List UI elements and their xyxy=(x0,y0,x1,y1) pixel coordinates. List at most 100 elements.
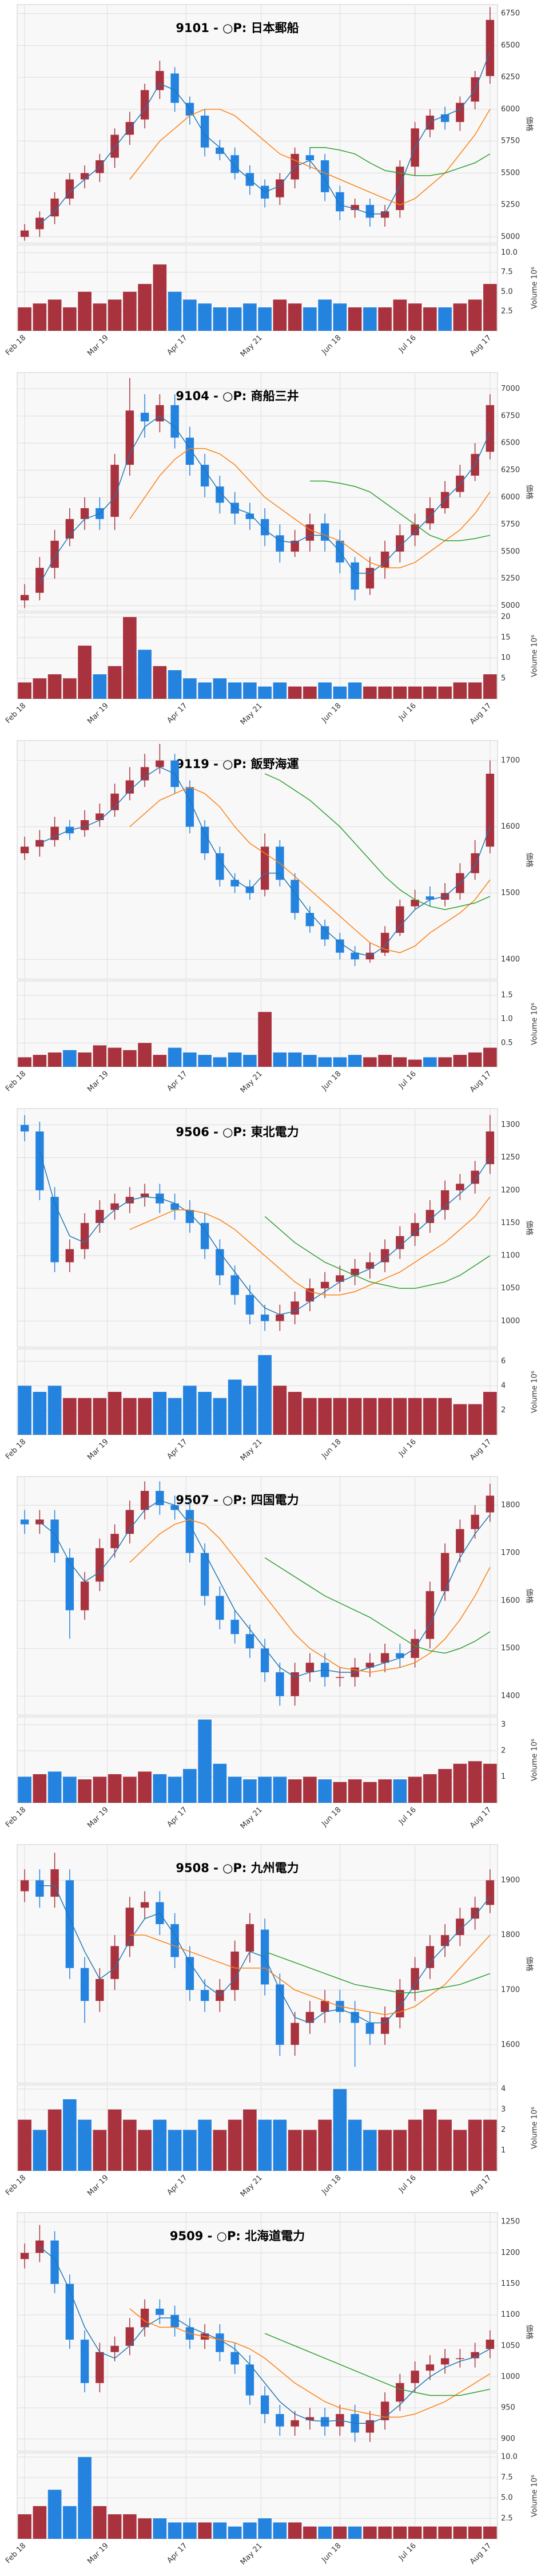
candle-body xyxy=(425,1210,435,1223)
volume-tick-label: 15 xyxy=(501,633,511,642)
volume-bar xyxy=(408,1059,422,1067)
volume-bar xyxy=(318,299,332,331)
chart-title: 9506 - ○P: 東北電力 xyxy=(176,1125,299,1139)
volume-bar xyxy=(228,1052,242,1067)
volume-bar xyxy=(273,2522,287,2539)
volume-bar xyxy=(123,2514,137,2539)
price-plot-area xyxy=(17,740,498,980)
y-tick-label: 1800 xyxy=(501,1931,520,1940)
y-tick-label: 1800 xyxy=(501,1501,520,1510)
volume-tick-label: 7.5 xyxy=(501,268,513,276)
moving-average-line xyxy=(39,1885,491,2024)
x-tick-label: Mar 19 xyxy=(86,2542,110,2566)
y-axis-label: 価格 xyxy=(525,2324,534,2339)
volume-bar xyxy=(363,1782,377,1803)
moving-average-line xyxy=(129,2308,491,2418)
volume-bar xyxy=(378,2526,392,2539)
price-plot-area xyxy=(17,4,498,244)
candle-body xyxy=(456,1184,464,1190)
volume-bar xyxy=(228,682,242,699)
x-tick-label: Feb 18 xyxy=(4,1806,28,1830)
candle-body xyxy=(170,73,179,103)
x-tick-label: May 21 xyxy=(239,2542,264,2567)
volume-bar xyxy=(47,299,62,331)
y-tick-label: 6750 xyxy=(501,411,520,420)
candle-body xyxy=(230,1275,239,1295)
volume-tick-label: 4 xyxy=(501,1382,506,1390)
volume-bar xyxy=(138,284,152,331)
volume-bar xyxy=(33,1055,47,1067)
candle-body xyxy=(50,1197,59,1263)
volume-bar xyxy=(468,299,482,331)
stock-panel: Feb 18 Mar 19 Apr 17 May 21 Jun 18 Jul 16 Aug … xyxy=(4,1844,539,2199)
candle-body xyxy=(230,880,239,887)
volume-bar xyxy=(333,1782,347,1803)
candle-body xyxy=(336,939,344,953)
x-tick-label: Jun 18 xyxy=(320,334,343,357)
y-tick-label: 1900 xyxy=(501,1876,520,1885)
candle-body xyxy=(230,1951,239,1991)
candle-body xyxy=(425,2364,435,2371)
volume-bar xyxy=(168,1776,182,1803)
volume-bar xyxy=(93,2130,107,2171)
volume-bar xyxy=(438,686,452,699)
volume-tick-label: 4 xyxy=(501,2085,506,2094)
volume-bar xyxy=(243,682,257,699)
volume-bar xyxy=(258,1776,272,1803)
volume-bar xyxy=(258,2518,272,2539)
volume-bar xyxy=(168,1398,182,1435)
y-tick-label: 6250 xyxy=(501,73,520,82)
volume-bar xyxy=(78,1398,92,1435)
candle-body xyxy=(486,405,495,452)
candle-body xyxy=(65,1880,74,1968)
volume-bar xyxy=(303,2130,317,2171)
candle-body xyxy=(170,2314,179,2328)
volume-bar xyxy=(288,1052,302,1067)
y-tick-label: 5250 xyxy=(501,575,520,583)
volume-bar xyxy=(153,264,167,331)
volume-bar xyxy=(18,2119,31,2171)
volume-bar xyxy=(423,686,437,699)
volume-bar xyxy=(243,303,257,331)
candle-body xyxy=(96,813,104,820)
candle-body xyxy=(320,160,329,192)
volume-bar xyxy=(198,682,212,699)
y-axis-label: 価格 xyxy=(525,852,534,867)
candle-body xyxy=(200,1990,209,2001)
volume-bar xyxy=(183,299,197,331)
volume-bar xyxy=(468,2119,482,2171)
candle-body xyxy=(305,1288,315,1302)
candle-body xyxy=(170,1505,179,1510)
volume-bar xyxy=(78,1779,92,1803)
volume-tick-label: 5 xyxy=(501,674,506,683)
volume-bar xyxy=(273,299,287,331)
chart-title: 9508 - ○P: 九州電力 xyxy=(176,1861,299,1875)
x-tick-label: Feb 18 xyxy=(4,2542,28,2566)
volume-tick-label: 1.0 xyxy=(501,1015,513,1023)
volume-bar xyxy=(18,1386,31,1435)
volume-bar xyxy=(138,2130,152,2171)
candle-body xyxy=(20,230,29,237)
volume-bar xyxy=(273,1776,287,1803)
candle-body xyxy=(260,1314,269,1321)
candle-body xyxy=(291,2420,299,2427)
candle-body xyxy=(245,1634,254,1649)
candle-body xyxy=(125,2327,134,2346)
candle-body xyxy=(486,1131,495,1165)
candle-body xyxy=(365,1262,375,1269)
candle-body xyxy=(320,2001,329,2012)
candle-body xyxy=(471,1170,479,1184)
volume-bar xyxy=(483,2119,497,2171)
volume-bar xyxy=(108,1047,122,1067)
volume-bar xyxy=(18,307,31,331)
volume-bar xyxy=(318,2119,332,2171)
candle-body xyxy=(65,2284,74,2340)
volume-bar xyxy=(408,686,422,699)
volume-tick-label: 7.5 xyxy=(501,2473,513,2482)
x-tick-label: Mar 19 xyxy=(86,1070,110,1094)
volume-bar xyxy=(228,1776,242,1803)
volume-bar xyxy=(138,1398,152,1435)
y-tick-label: 5750 xyxy=(501,520,520,529)
volume-bar xyxy=(47,1052,62,1067)
